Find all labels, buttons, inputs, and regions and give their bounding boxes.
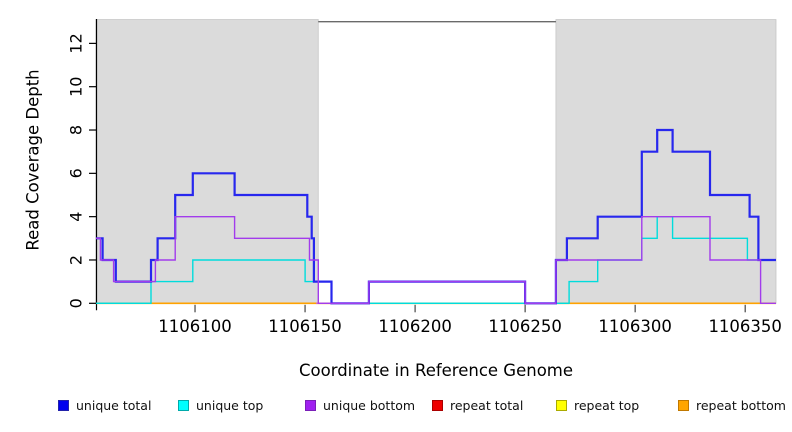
x-tick-label: 1106100 [158, 317, 232, 336]
repeat-region-right [555, 19, 777, 304]
x-tick-label: 1106350 [708, 317, 782, 336]
x-tick-label: 1106300 [598, 317, 672, 336]
y-tick-label: 6 [67, 168, 86, 178]
series-line-unique-bottom [96, 216, 776, 304]
x-tick-label: 1106200 [378, 317, 452, 336]
y-tick-label: 0 [67, 298, 86, 308]
y-tick-label: 4 [67, 212, 86, 222]
series-line-unique-top [96, 216, 776, 304]
y-tick-label: 12 [67, 33, 86, 53]
y-tick-label: 10 [67, 77, 86, 97]
repeat-region-left [95, 19, 319, 304]
y-axis-title: Read Coverage Depth [23, 69, 43, 251]
y-tick-label: 8 [67, 125, 86, 135]
x-axis-title: Coordinate in Reference Genome [298, 361, 574, 380]
x-tick-label: 1106150 [268, 317, 342, 336]
x-tick-label: 1106250 [488, 317, 562, 336]
y-tick-label: 2 [67, 255, 86, 265]
